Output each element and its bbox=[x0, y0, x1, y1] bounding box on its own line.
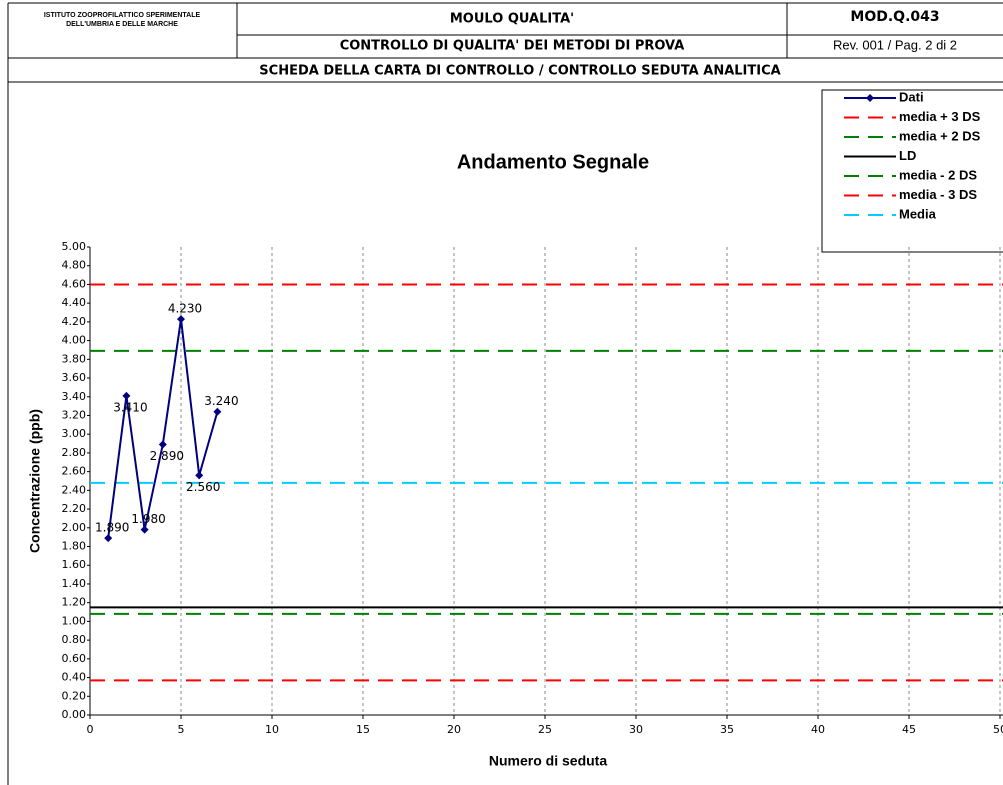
y-tick-label: 2.80 bbox=[62, 446, 87, 459]
data-label: 1.890 bbox=[95, 521, 129, 535]
legend-label: Media bbox=[899, 206, 937, 221]
data-point bbox=[104, 534, 113, 543]
code: MOD.Q.043 bbox=[850, 9, 939, 25]
y-tick-label: 2.20 bbox=[62, 502, 87, 515]
x-axis-label: Numero di seduta bbox=[489, 753, 607, 769]
x-tick-label: 30 bbox=[629, 723, 643, 736]
data-line bbox=[107, 318, 219, 539]
y-tick-label: 0.60 bbox=[62, 652, 87, 665]
y-tick-label: 1.40 bbox=[62, 577, 87, 590]
y-tick-label: 1.00 bbox=[62, 614, 87, 627]
data-label: 2.560 bbox=[186, 480, 220, 494]
y-tick-label: 4.00 bbox=[62, 334, 87, 347]
x-tick-label: 45 bbox=[902, 723, 916, 736]
data-label: 2.890 bbox=[150, 449, 184, 463]
y-tick-label: 1.80 bbox=[62, 540, 87, 553]
y-tick-label: 3.80 bbox=[62, 352, 87, 365]
x-tick-label: 15 bbox=[356, 723, 370, 736]
data-point bbox=[122, 391, 131, 400]
data-point bbox=[140, 525, 149, 534]
x-tick-label: 20 bbox=[447, 723, 461, 736]
data-point bbox=[158, 440, 167, 449]
y-tick-label: 3.20 bbox=[62, 408, 87, 421]
x-tick-label: 25 bbox=[538, 723, 552, 736]
subject: CONTROLLO DI QUALITA' DEI METODI DI PROV… bbox=[340, 39, 685, 54]
institute: ISTITUTO ZOOPROFILATTICO SPERIMENTALE bbox=[44, 12, 201, 19]
data-point bbox=[195, 471, 204, 480]
x-tick-label: 5 bbox=[178, 723, 185, 736]
y-tick-label: 0.00 bbox=[62, 708, 87, 721]
data-label: 3.410 bbox=[113, 400, 147, 414]
y-tick-label: 2.00 bbox=[62, 521, 87, 534]
y-tick-label: 2.40 bbox=[62, 483, 87, 496]
y-tick-label: 5.00 bbox=[62, 240, 87, 253]
y-tick-label: 0.40 bbox=[62, 671, 87, 684]
data-label: 4.230 bbox=[168, 302, 202, 316]
institute: DELL'UMBRIA E DELLE MARCHE bbox=[66, 21, 178, 28]
data-point bbox=[177, 315, 185, 324]
y-tick-label: 4.80 bbox=[62, 259, 87, 272]
y-tick-label: 1.60 bbox=[62, 558, 87, 571]
y-tick-label: 1.20 bbox=[62, 596, 87, 609]
section: SCHEDA DELLA CARTA DI CONTROLLO / CONTRO… bbox=[259, 64, 780, 79]
y-tick-label: 4.20 bbox=[62, 315, 87, 328]
y-tick-label: 0.80 bbox=[62, 633, 87, 646]
revision: Rev. 001 / Pag. 2 di 2 bbox=[833, 37, 957, 52]
y-tick-label: 0.20 bbox=[62, 689, 87, 702]
y-tick-label: 2.60 bbox=[62, 465, 87, 478]
legend-label: media + 3 DS bbox=[899, 109, 981, 124]
y-tick-label: 4.60 bbox=[62, 277, 87, 290]
data-point bbox=[213, 407, 222, 416]
legend-label: media - 3 DS bbox=[899, 187, 977, 202]
legend-label: media - 2 DS bbox=[899, 167, 977, 182]
x-tick-label: 10 bbox=[265, 723, 279, 736]
y-axis-label: Concentrazione (ppb) bbox=[27, 409, 43, 553]
x-tick-label: 50 bbox=[993, 723, 1003, 736]
data-label: 1.980 bbox=[131, 512, 165, 526]
x-tick-label: 0 bbox=[87, 723, 94, 736]
data-label: 3.240 bbox=[204, 394, 238, 408]
x-tick-label: 40 bbox=[811, 723, 825, 736]
module: MOULO QUALITA' bbox=[450, 12, 574, 27]
legend-label: Dati bbox=[899, 89, 924, 104]
legend-marker bbox=[866, 94, 874, 102]
legend-label: LD bbox=[899, 148, 916, 163]
legend-label: media + 2 DS bbox=[899, 128, 981, 143]
y-tick-label: 3.40 bbox=[62, 390, 87, 403]
chart-title: Andamento Segnale bbox=[457, 151, 649, 173]
y-tick-label: 3.00 bbox=[62, 427, 87, 440]
y-tick-label: 4.40 bbox=[62, 296, 87, 309]
header bbox=[7, 2, 1003, 785]
x-tick-label: 35 bbox=[720, 723, 734, 736]
y-tick-label: 3.60 bbox=[62, 371, 87, 384]
